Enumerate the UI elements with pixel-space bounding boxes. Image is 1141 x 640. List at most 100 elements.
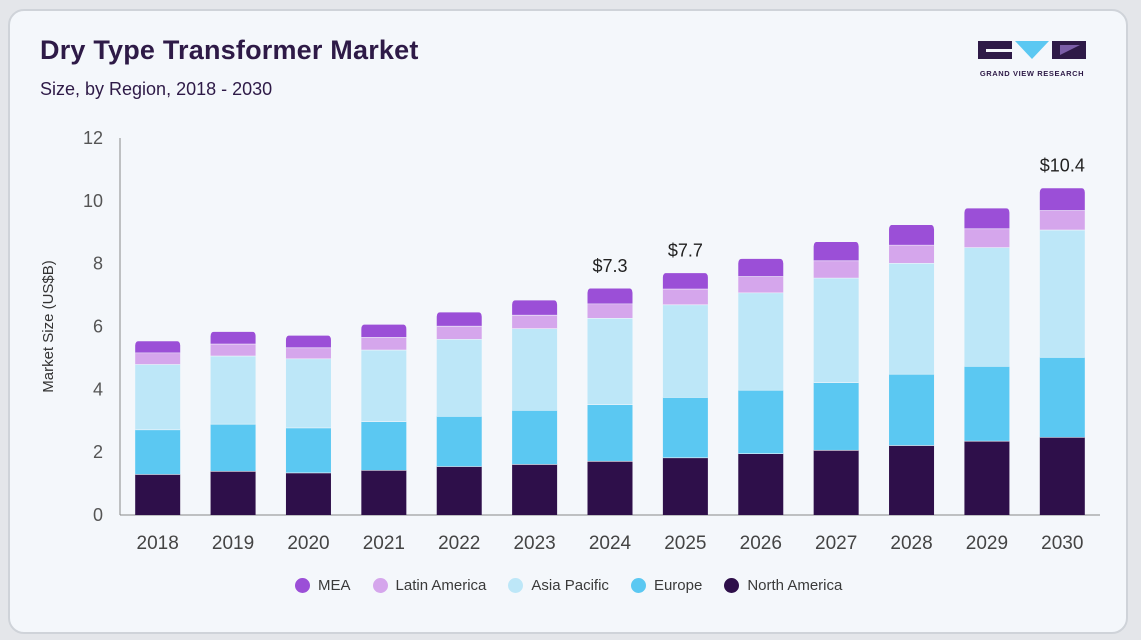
x-tick-label: 2023 bbox=[513, 533, 555, 554]
bar-segment bbox=[210, 355, 256, 424]
bar-segment bbox=[361, 323, 407, 338]
x-tick-label: 2022 bbox=[438, 533, 480, 554]
x-tick-label: 2018 bbox=[137, 533, 179, 554]
bar-segment bbox=[587, 287, 633, 304]
bar-segment bbox=[436, 339, 482, 417]
legend-label: Latin America bbox=[395, 577, 487, 594]
logo-text: GRAND VIEW RESEARCH bbox=[979, 69, 1085, 78]
chart-card: Dry Type Transformer Market Size, by Reg… bbox=[8, 9, 1128, 634]
bar-segment bbox=[1039, 210, 1085, 230]
chart-legend: MEA Latin America Asia Pacific Europe North … bbox=[295, 577, 842, 594]
y-axis-label: Market Size (US$B) bbox=[40, 260, 57, 393]
legend-swatch bbox=[372, 578, 388, 593]
bar-segment bbox=[813, 382, 859, 450]
bar-segment bbox=[361, 349, 407, 422]
bar-segment bbox=[512, 314, 558, 329]
bar-segment bbox=[813, 277, 859, 383]
bar-segment bbox=[813, 241, 859, 261]
bar-segment bbox=[964, 247, 1010, 367]
legend-item: Europe bbox=[630, 577, 703, 594]
bar-segment bbox=[285, 472, 331, 515]
bar-segment bbox=[662, 304, 708, 398]
data-label: $7.7 bbox=[668, 240, 703, 260]
data-label: $10.4 bbox=[1040, 156, 1085, 176]
legend-item: Asia Pacific bbox=[508, 577, 609, 594]
chart-title: Dry Type Transformer Market bbox=[40, 35, 419, 65]
bar-segment bbox=[436, 325, 482, 340]
y-tick-label: 4 bbox=[93, 379, 103, 399]
bar-segment bbox=[964, 440, 1010, 515]
bar-segment bbox=[135, 364, 181, 430]
bar-segment bbox=[1039, 229, 1085, 357]
legend-label: Asia Pacific bbox=[531, 577, 609, 594]
legend-label: Europe bbox=[653, 577, 703, 594]
legend-swatch bbox=[295, 578, 310, 593]
bar-segment bbox=[1039, 187, 1085, 211]
bar-segment bbox=[512, 410, 558, 465]
legend-item: MEA bbox=[295, 577, 351, 594]
bar-segment bbox=[889, 244, 935, 264]
bar-segment bbox=[512, 299, 558, 315]
bar-segment bbox=[662, 457, 708, 515]
bar-segment bbox=[210, 343, 256, 356]
bar-segment bbox=[285, 427, 331, 473]
x-tick-label: 2019 bbox=[212, 533, 254, 554]
bar-segment bbox=[436, 466, 482, 515]
bar-segment bbox=[964, 207, 1010, 229]
bar-segment bbox=[512, 464, 558, 515]
bar-segment bbox=[436, 311, 482, 326]
bar-segment bbox=[738, 276, 784, 293]
legend-item: Latin America bbox=[372, 577, 487, 594]
bar-segment bbox=[512, 328, 558, 411]
x-tick-label: 2021 bbox=[363, 533, 405, 554]
bar-segment bbox=[135, 474, 181, 515]
logo-mark-icon bbox=[978, 41, 1086, 59]
bar-segment bbox=[285, 358, 331, 428]
bar-segment bbox=[587, 303, 633, 319]
x-tick-label: 2030 bbox=[1041, 533, 1083, 554]
bar-segment bbox=[662, 288, 708, 305]
grand-view-research-logo: GRAND VIEW RESEARCH bbox=[976, 39, 1088, 85]
x-tick-label: 2024 bbox=[589, 533, 632, 554]
stacked-bar-chart: 0 2 4 6 8 10 12 Market Size (US$B) 2018 2019 2020 2… bbox=[40, 128, 1100, 554]
bar-segment bbox=[964, 366, 1010, 441]
bar-segment bbox=[210, 423, 256, 472]
bar-segment bbox=[135, 340, 181, 353]
bar-segment bbox=[964, 228, 1010, 248]
bar-segment bbox=[361, 470, 407, 515]
bar-segment bbox=[738, 292, 784, 390]
legend-swatch bbox=[630, 578, 646, 593]
x-tick-label: 2026 bbox=[740, 533, 782, 554]
data-label: $7.3 bbox=[592, 256, 627, 276]
bar-segment bbox=[889, 373, 935, 446]
legend-label: North America bbox=[747, 577, 843, 594]
bar-segment bbox=[436, 416, 482, 467]
bar-segment bbox=[889, 445, 935, 515]
bar-segment bbox=[738, 389, 784, 454]
bar-segment bbox=[889, 263, 935, 374]
y-tick-label: 6 bbox=[93, 317, 103, 337]
y-tick-label: 12 bbox=[83, 128, 103, 148]
bar-segment bbox=[1039, 437, 1085, 515]
bar-segment bbox=[1039, 356, 1085, 438]
legend-label: MEA bbox=[318, 577, 351, 594]
bar-segment bbox=[210, 471, 256, 515]
x-tick-label: 2028 bbox=[890, 533, 932, 554]
x-tick-label: 2020 bbox=[287, 533, 329, 554]
bar-segment bbox=[285, 334, 331, 348]
bar-segment bbox=[889, 224, 935, 245]
bar-segment bbox=[813, 449, 859, 515]
y-tick-label: 10 bbox=[83, 191, 103, 211]
bar-segment bbox=[361, 337, 407, 350]
y-tick-label: 2 bbox=[93, 442, 103, 462]
bar-segment bbox=[361, 421, 407, 471]
y-tick-label: 0 bbox=[93, 505, 103, 525]
legend-swatch bbox=[724, 578, 740, 593]
bar-segment bbox=[662, 272, 708, 289]
bar-segment bbox=[662, 397, 708, 458]
bar-segment bbox=[813, 260, 859, 278]
chart-subtitle: Size, by Region, 2018 - 2030 bbox=[40, 79, 273, 99]
bar-segment bbox=[210, 331, 256, 344]
bar-segment bbox=[285, 347, 331, 359]
bar-segment bbox=[587, 318, 633, 405]
